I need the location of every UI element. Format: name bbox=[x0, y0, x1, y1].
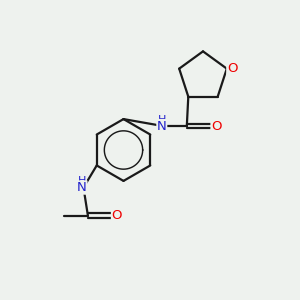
Text: N: N bbox=[77, 181, 87, 194]
Text: H: H bbox=[158, 115, 166, 124]
Text: H: H bbox=[78, 176, 86, 186]
Text: O: O bbox=[227, 62, 237, 75]
Text: O: O bbox=[112, 209, 122, 222]
Text: O: O bbox=[211, 120, 221, 133]
Text: N: N bbox=[157, 120, 167, 133]
